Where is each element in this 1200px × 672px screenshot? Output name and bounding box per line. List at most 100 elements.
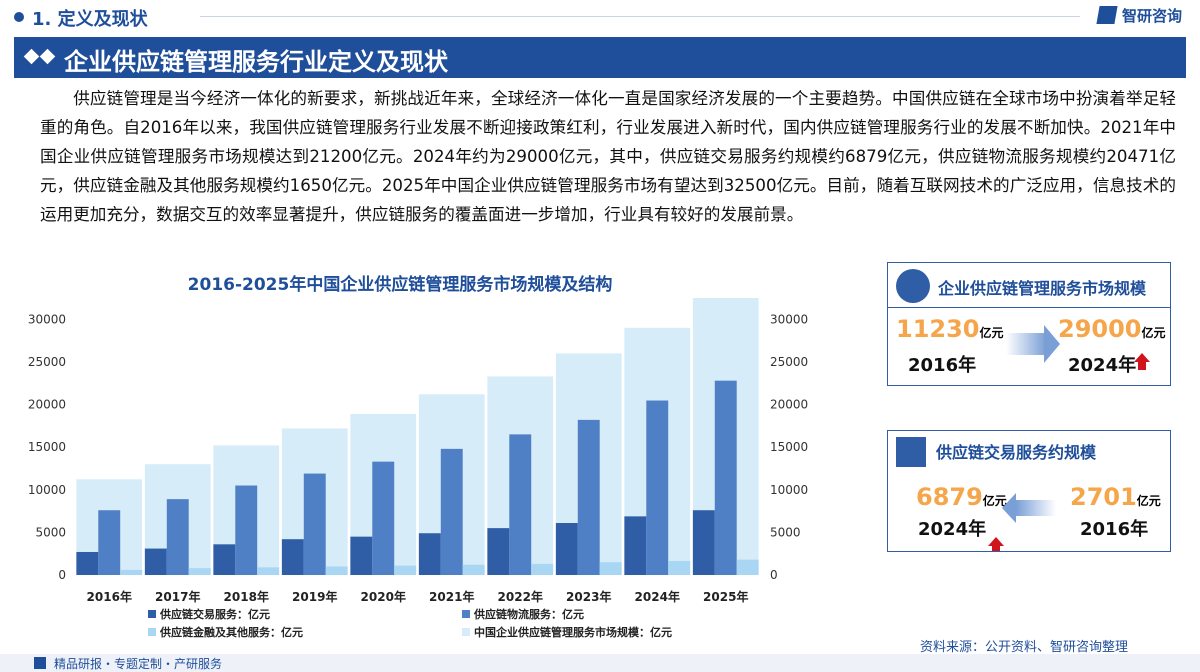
y-tick-label: 5000: [35, 525, 66, 539]
bar: [394, 565, 417, 575]
unit: 亿元: [982, 494, 1007, 508]
year: 2016年: [908, 355, 977, 376]
year: 2016年: [1080, 519, 1149, 540]
x-tick-label: 2024年: [635, 589, 680, 604]
value: 6879: [916, 483, 983, 511]
y2-tick-label: 0: [770, 568, 778, 582]
y2-tick-label: 25000: [770, 355, 808, 369]
legend-label: 供应链物流服务：亿元: [473, 607, 584, 621]
legend-label: 供应链金融及其他服务：亿元: [159, 625, 303, 639]
card-icon: [896, 437, 926, 467]
diamond: [23, 48, 40, 65]
rule: [200, 16, 1080, 17]
card-icon: [896, 269, 930, 303]
arrow: [1006, 333, 1046, 355]
bar: [120, 569, 143, 575]
arrow-head: [1044, 325, 1060, 363]
bar: [668, 560, 691, 575]
legend-swatch: [462, 610, 470, 618]
bar: [235, 485, 258, 575]
chart-title: 2016-2025年中国企业供应链管理服务市场规模及结构: [187, 275, 613, 295]
y2-tick-label: 20000: [770, 398, 808, 412]
year: 2024年: [918, 519, 987, 540]
bar: [509, 434, 532, 575]
paragraph: 供应链管理是当今经济一体化的新要求，新挑战近年来，全球经济一体化一直是国家经济发…: [40, 89, 1176, 224]
tagline: 精品研报・专题定制・产研服务: [54, 657, 223, 671]
legend-swatch: [462, 628, 470, 636]
card-title: 企业供应链管理服务市场规模: [938, 279, 1147, 298]
y-tick-label: 0: [58, 568, 66, 582]
bar: [692, 510, 715, 575]
x-tick-label: 2019年: [292, 589, 337, 604]
up-arrow: [992, 546, 1000, 551]
x-tick-label: 2022年: [498, 589, 543, 604]
diamond: [39, 48, 56, 65]
bar: [372, 461, 395, 575]
chart: 0 5000 10000 15000 20000 25000 30000 0 5000 10000…: [28, 298, 808, 639]
rule: [888, 307, 1170, 308]
bar: [531, 563, 554, 575]
legend-swatch: [148, 610, 156, 618]
bar: [714, 380, 737, 575]
bar: [418, 533, 441, 575]
logo-icon: [1096, 6, 1118, 24]
bar: [462, 564, 485, 575]
y-tick-label: 15000: [28, 440, 66, 454]
up-arrow: [1138, 362, 1146, 370]
card: 供应链交易服务约规模 6879亿元 2024年 2701亿元 2016年: [887, 430, 1171, 552]
bar: [599, 562, 622, 575]
footer-icon: [34, 657, 46, 669]
bar: [555, 523, 578, 575]
bar: [257, 567, 280, 575]
bar: [188, 568, 211, 575]
value: 11230: [896, 315, 980, 343]
x-tick-label: 2018年: [224, 589, 269, 604]
section-title: 1. 定义及现状: [32, 9, 148, 30]
y2-tick-label: 5000: [770, 525, 801, 539]
year: 2024年: [1068, 355, 1137, 376]
card: 企业供应链管理服务市场规模 11230亿元 2016年 29000亿元 2024…: [887, 262, 1171, 386]
bar: [325, 566, 348, 575]
unit: 亿元: [1136, 494, 1161, 508]
banner-title: 企业供应链管理服务行业定义及现状: [64, 48, 448, 76]
x-tick-label: 2020年: [361, 589, 406, 604]
bar: [213, 544, 236, 575]
source: 资料来源：公开资料、智研咨询整理: [920, 640, 1129, 655]
logo: 智研咨询: [1122, 7, 1183, 25]
bar: [577, 419, 600, 575]
up-arrow: [1134, 353, 1150, 362]
y2-tick-label: 15000: [770, 440, 808, 454]
y-tick-label: 30000: [28, 312, 66, 326]
x-tick-label: 2025年: [703, 589, 748, 604]
banner: 企业供应链管理服务行业定义及现状: [14, 37, 1186, 78]
y-tick-label: 10000: [28, 483, 66, 497]
bar: [350, 536, 373, 575]
dot: [14, 12, 24, 22]
bar: [624, 516, 647, 575]
y2-tick-label: 30000: [770, 312, 808, 326]
legend-label: 供应链交易服务：亿元: [159, 607, 270, 621]
y-tick-label: 20000: [28, 398, 66, 412]
value: 2701: [1070, 483, 1137, 511]
bar: [98, 510, 121, 575]
x-tick-label: 2016年: [87, 589, 132, 604]
x-tick-label: 2021年: [429, 589, 474, 604]
bar: [440, 448, 463, 575]
legend-label: 中国企业供应链管理服务市场规模：亿元: [474, 625, 672, 639]
y2-tick-label: 10000: [770, 483, 808, 497]
bar: [144, 548, 167, 575]
bar: [303, 473, 326, 575]
bar: [487, 528, 510, 575]
up-arrow: [988, 537, 1004, 546]
x-tick-label: 2023年: [566, 589, 611, 604]
footer-bar: 精品研报・专题定制・产研服务: [0, 654, 1200, 672]
unit: 亿元: [979, 326, 1004, 340]
bar: [166, 499, 189, 575]
bar: [281, 539, 304, 575]
x-tick-label: 2017年: [155, 589, 200, 604]
legend-swatch: [148, 628, 156, 636]
bar: [76, 551, 99, 575]
value: 29000: [1058, 315, 1142, 343]
unit: 亿元: [1141, 326, 1166, 340]
